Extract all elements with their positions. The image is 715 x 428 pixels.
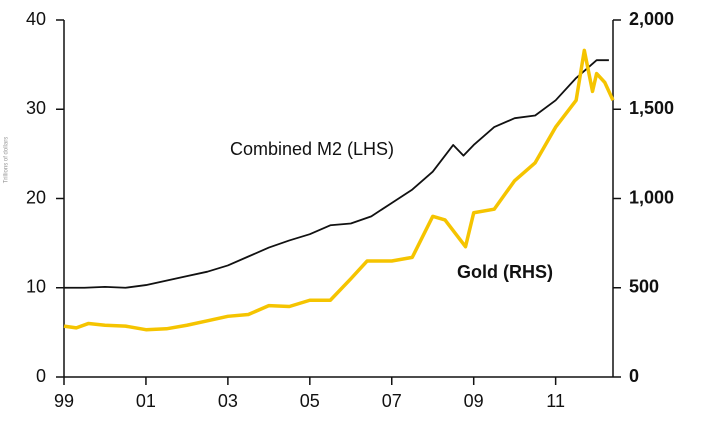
y-tick-label: 20 [26,187,46,207]
y-tick-label: 10 [26,277,46,297]
y-tick-label: 30 [26,98,46,118]
x-tick-label: 03 [218,391,238,411]
series-label: Gold (RHS) [457,262,553,282]
series-line [64,59,609,289]
x-tick-label: 07 [382,391,402,411]
x-tick-label: 11 [546,391,565,411]
y2-tick-label: 0 [629,366,639,386]
y-tick-label: 0 [36,366,46,386]
y2-tick-label: 2,000 [629,9,674,29]
y-tick-label: 40 [26,9,46,29]
x-tick-label: 09 [464,391,484,411]
x-tick-label: 99 [54,391,74,411]
y2-tick-label: 500 [629,277,659,297]
y-axis-label: Trillions of dollars [4,137,10,183]
x-tick-label: 05 [300,391,320,411]
series-line [63,48,615,332]
y2-tick-label: 1,000 [629,187,674,207]
series-label: Combined M2 (LHS) [230,139,394,159]
x-tick-label: 01 [136,391,156,411]
y2-tick-label: 1,500 [629,98,674,118]
